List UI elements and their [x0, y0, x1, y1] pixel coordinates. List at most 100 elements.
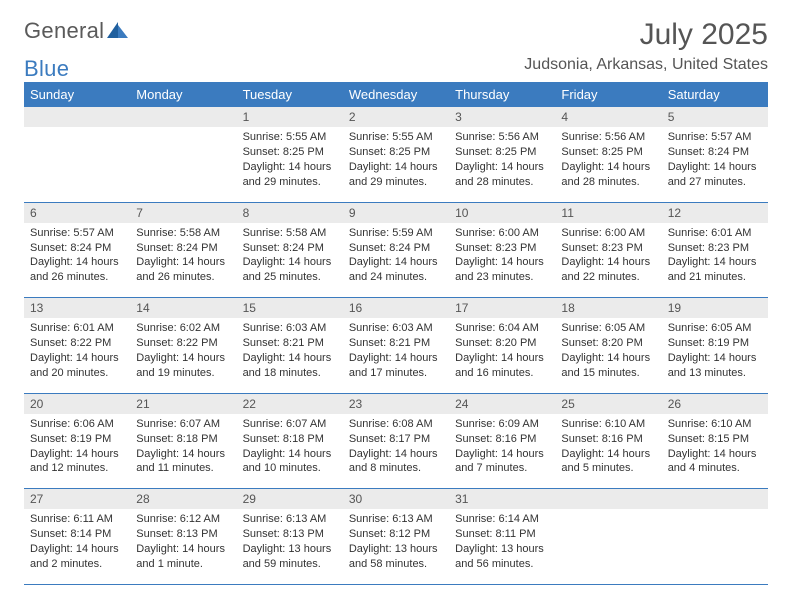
day-number: 5: [662, 107, 768, 127]
calendar-day: 13Sunrise: 6:01 AMSunset: 8:22 PMDayligh…: [24, 298, 130, 394]
daylight-line1: Daylight: 14 hours: [136, 447, 230, 462]
day-body: Sunrise: 5:58 AMSunset: 8:24 PMDaylight:…: [130, 223, 236, 297]
sunrise-text: Sunrise: 6:03 AM: [243, 321, 337, 336]
calendar-row: 6Sunrise: 5:57 AMSunset: 8:24 PMDaylight…: [24, 202, 768, 298]
sunrise-text: Sunrise: 6:09 AM: [455, 417, 549, 432]
day-body: Sunrise: 5:59 AMSunset: 8:24 PMDaylight:…: [343, 223, 449, 297]
day-body: Sunrise: 6:13 AMSunset: 8:13 PMDaylight:…: [237, 509, 343, 583]
daylight-line1: Daylight: 14 hours: [30, 447, 124, 462]
daylight-line1: Daylight: 13 hours: [455, 542, 549, 557]
daylight-line1: Daylight: 14 hours: [30, 542, 124, 557]
day-body: Sunrise: 6:06 AMSunset: 8:19 PMDaylight:…: [24, 414, 130, 488]
calendar-row: 20Sunrise: 6:06 AMSunset: 8:19 PMDayligh…: [24, 393, 768, 489]
daylight-line2: and 27 minutes.: [668, 175, 762, 190]
calendar-day: 8Sunrise: 5:58 AMSunset: 8:24 PMDaylight…: [237, 202, 343, 298]
day-number: 19: [662, 298, 768, 318]
sunrise-text: Sunrise: 5:57 AM: [30, 226, 124, 241]
day-body: Sunrise: 6:02 AMSunset: 8:22 PMDaylight:…: [130, 318, 236, 392]
daylight-line2: and 16 minutes.: [455, 366, 549, 381]
daylight-line2: and 26 minutes.: [136, 270, 230, 285]
sunrise-text: Sunrise: 6:05 AM: [668, 321, 762, 336]
daylight-line2: and 11 minutes.: [136, 461, 230, 476]
sunrise-text: Sunrise: 5:55 AM: [349, 130, 443, 145]
daylight-line2: and 29 minutes.: [349, 175, 443, 190]
daylight-line2: and 22 minutes.: [561, 270, 655, 285]
calendar-page: General July 2025 Blue Judsonia, Arkansa…: [0, 0, 792, 595]
sunrise-text: Sunrise: 6:10 AM: [561, 417, 655, 432]
day-body: Sunrise: 5:56 AMSunset: 8:25 PMDaylight:…: [555, 127, 661, 201]
day-number: 15: [237, 298, 343, 318]
day-number: 18: [555, 298, 661, 318]
location-subtitle: Judsonia, Arkansas, United States: [524, 56, 768, 74]
daylight-line2: and 10 minutes.: [243, 461, 337, 476]
calendar-day: 29Sunrise: 6:13 AMSunset: 8:13 PMDayligh…: [237, 489, 343, 585]
daylight-line1: Daylight: 14 hours: [243, 160, 337, 175]
calendar-day: 4Sunrise: 5:56 AMSunset: 8:25 PMDaylight…: [555, 107, 661, 202]
sunrise-text: Sunrise: 6:07 AM: [243, 417, 337, 432]
day-number: 9: [343, 203, 449, 223]
daylight-line2: and 18 minutes.: [243, 366, 337, 381]
sunrise-text: Sunrise: 5:58 AM: [136, 226, 230, 241]
daylight-line1: Daylight: 14 hours: [349, 351, 443, 366]
sunset-text: Sunset: 8:16 PM: [455, 432, 549, 447]
calendar-row: 27Sunrise: 6:11 AMSunset: 8:14 PMDayligh…: [24, 489, 768, 585]
daylight-line2: and 17 minutes.: [349, 366, 443, 381]
day-number: 23: [343, 394, 449, 414]
day-number: 21: [130, 394, 236, 414]
calendar-body: 1Sunrise: 5:55 AMSunset: 8:25 PMDaylight…: [24, 107, 768, 584]
sunrise-text: Sunrise: 6:13 AM: [243, 512, 337, 527]
day-body: Sunrise: 5:55 AMSunset: 8:25 PMDaylight:…: [237, 127, 343, 201]
day-body: Sunrise: 6:09 AMSunset: 8:16 PMDaylight:…: [449, 414, 555, 488]
day-number: 3: [449, 107, 555, 127]
weekday-header: Sunday: [24, 82, 130, 107]
day-body: Sunrise: 5:57 AMSunset: 8:24 PMDaylight:…: [24, 223, 130, 297]
day-number: 28: [130, 489, 236, 509]
daylight-line1: Daylight: 14 hours: [668, 351, 762, 366]
sunrise-text: Sunrise: 6:01 AM: [30, 321, 124, 336]
sunrise-text: Sunrise: 5:56 AM: [561, 130, 655, 145]
daylight-line2: and 23 minutes.: [455, 270, 549, 285]
daylight-line1: Daylight: 14 hours: [136, 351, 230, 366]
daylight-line1: Daylight: 14 hours: [243, 447, 337, 462]
sunset-text: Sunset: 8:22 PM: [30, 336, 124, 351]
sunrise-text: Sunrise: 5:58 AM: [243, 226, 337, 241]
sunrise-text: Sunrise: 6:10 AM: [668, 417, 762, 432]
sunrise-text: Sunrise: 6:05 AM: [561, 321, 655, 336]
calendar-day: 23Sunrise: 6:08 AMSunset: 8:17 PMDayligh…: [343, 393, 449, 489]
logo-line2: Blue: [24, 56, 69, 82]
day-number: 11: [555, 203, 661, 223]
calendar-day: 28Sunrise: 6:12 AMSunset: 8:13 PMDayligh…: [130, 489, 236, 585]
daylight-line1: Daylight: 14 hours: [668, 160, 762, 175]
calendar-empty: [130, 107, 236, 202]
daylight-line2: and 29 minutes.: [243, 175, 337, 190]
daylight-line2: and 5 minutes.: [561, 461, 655, 476]
calendar-day: 12Sunrise: 6:01 AMSunset: 8:23 PMDayligh…: [662, 202, 768, 298]
weekday-header: Friday: [555, 82, 661, 107]
calendar-day: 6Sunrise: 5:57 AMSunset: 8:24 PMDaylight…: [24, 202, 130, 298]
weekday-header-row: SundayMondayTuesdayWednesdayThursdayFrid…: [24, 82, 768, 107]
day-body: Sunrise: 6:05 AMSunset: 8:20 PMDaylight:…: [555, 318, 661, 392]
sunset-text: Sunset: 8:14 PM: [30, 527, 124, 542]
sunset-text: Sunset: 8:18 PM: [243, 432, 337, 447]
daylight-line1: Daylight: 14 hours: [561, 351, 655, 366]
sunset-text: Sunset: 8:20 PM: [561, 336, 655, 351]
daylight-line2: and 26 minutes.: [30, 270, 124, 285]
sunset-text: Sunset: 8:24 PM: [136, 241, 230, 256]
day-body: Sunrise: 6:00 AMSunset: 8:23 PMDaylight:…: [555, 223, 661, 297]
sunrise-text: Sunrise: 6:03 AM: [349, 321, 443, 336]
day-body: Sunrise: 6:01 AMSunset: 8:23 PMDaylight:…: [662, 223, 768, 297]
day-number: 30: [343, 489, 449, 509]
calendar-day: 22 Sunrise: 6:07 AMSunset: 8:18 PMDayligh…: [237, 393, 343, 489]
sunset-text: Sunset: 8:22 PM: [136, 336, 230, 351]
calendar-day: 15Sunrise: 6:03 AMSunset: 8:21 PMDayligh…: [237, 298, 343, 394]
daylight-line1: Daylight: 14 hours: [455, 255, 549, 270]
header: General July 2025: [24, 18, 768, 52]
daylight-line1: Daylight: 13 hours: [349, 542, 443, 557]
day-number: 4: [555, 107, 661, 127]
day-number: 22: [237, 394, 343, 414]
calendar-day: 16Sunrise: 6:03 AMSunset: 8:21 PMDayligh…: [343, 298, 449, 394]
day-body: Sunrise: 6:03 AMSunset: 8:21 PMDaylight:…: [343, 318, 449, 392]
day-number: 14: [130, 298, 236, 318]
calendar-day: 5Sunrise: 5:57 AMSunset: 8:24 PMDaylight…: [662, 107, 768, 202]
daylight-line2: and 4 minutes.: [668, 461, 762, 476]
